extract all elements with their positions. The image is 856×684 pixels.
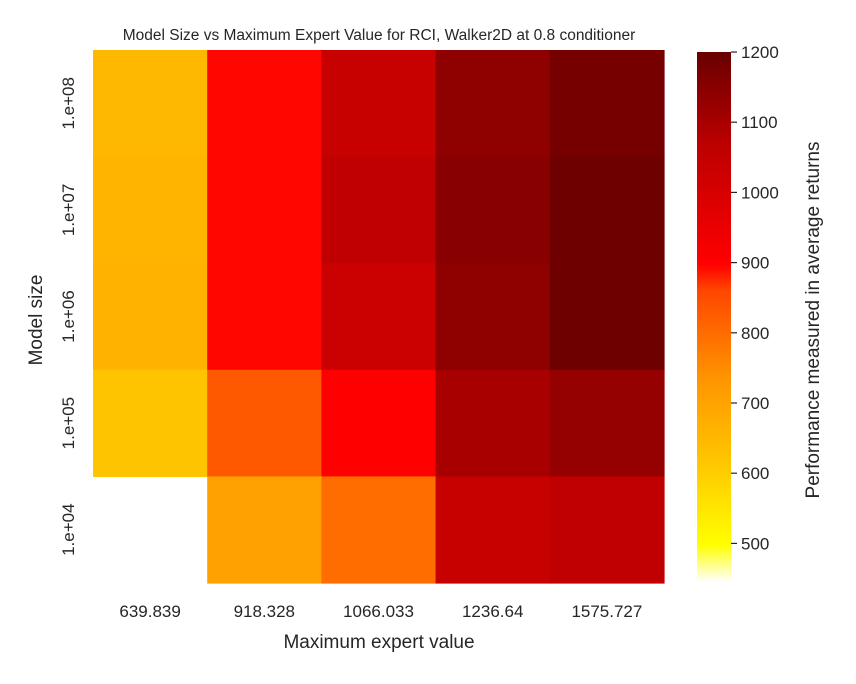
colorbar-tick-label: 600 — [741, 464, 769, 483]
chart-title: Model Size vs Maximum Expert Value for R… — [123, 27, 636, 44]
colorbar — [697, 52, 731, 582]
colorbar-ticks: 500 600 700 800 900 1000 1100 1200 — [731, 43, 779, 553]
y-tick-label: 1.e+06 — [59, 290, 78, 342]
heatmap-cell — [207, 476, 322, 584]
x-tick-label: 918.328 — [234, 602, 295, 621]
heatmap-cells — [93, 50, 665, 584]
colorbar-tick-label: 500 — [741, 534, 769, 553]
heatmap-cell — [321, 263, 437, 371]
colorbar-tick-label: 1100 — [741, 113, 778, 132]
heatmap-cell — [435, 156, 551, 264]
y-tick-label: 1.e+05 — [59, 397, 78, 449]
colorbar-tick-label: 1000 — [741, 183, 779, 202]
heatmap-cell — [549, 156, 665, 264]
x-tick-label: 1236.64 — [462, 602, 523, 621]
heatmap-cell — [321, 369, 437, 477]
y-tick-label: 1.e+07 — [59, 184, 78, 236]
heatmap-cell — [435, 369, 551, 477]
colorbar-label: Performance measured in average returns — [803, 142, 824, 499]
heatmap-cell — [93, 369, 208, 477]
heatmap-cell — [321, 50, 437, 158]
heatmap-cell — [321, 476, 437, 584]
heatmap-cell — [207, 50, 322, 158]
colorbar-tick-label: 700 — [741, 394, 769, 413]
colorbar-tick-label: 900 — [741, 254, 769, 273]
x-tick-label: 1575.727 — [571, 602, 642, 621]
x-tick-labels: 639.839 918.328 1066.033 1236.64 1575.727 — [119, 602, 642, 621]
x-tick-label: 639.839 — [119, 602, 180, 621]
heatmap-cell — [207, 263, 322, 371]
x-tick-label: 1066.033 — [343, 602, 414, 621]
heatmap-cell — [93, 263, 208, 371]
heatmap-cell — [435, 263, 551, 371]
x-axis-label: Maximum expert value — [283, 632, 474, 653]
colorbar-tick-label: 1200 — [741, 43, 779, 62]
heatmap-cell — [435, 50, 551, 158]
heatmap-cell — [549, 369, 665, 477]
y-tick-label: 1.e+08 — [59, 77, 78, 129]
heatmap-cell — [549, 263, 665, 371]
heatmap-cell — [549, 476, 665, 584]
y-tick-labels: 1.e+08 1.e+07 1.e+06 1.e+05 1.e+04 — [59, 77, 78, 556]
heatmap-cell — [549, 50, 665, 158]
heatmap-cell — [435, 476, 551, 584]
colorbar-tick-label: 800 — [741, 324, 769, 343]
heatmap-cell — [207, 156, 322, 264]
y-tick-label: 1.e+04 — [59, 503, 78, 555]
y-axis-label: Model size — [26, 275, 47, 366]
heatmap-cell — [207, 369, 322, 477]
heatmap-cell — [93, 50, 208, 158]
heatmap-cell — [93, 156, 208, 264]
heatmap-cell — [321, 156, 437, 264]
